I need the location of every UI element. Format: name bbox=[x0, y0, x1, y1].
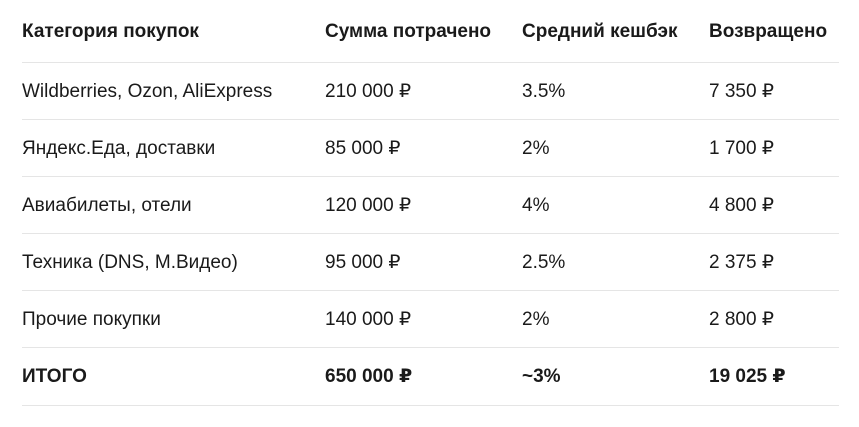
table-row: Техника (DNS, М.Видео) 95 000 ₽ 2.5% 2 3… bbox=[22, 234, 839, 291]
table-row: Авиабилеты, отели 120 000 ₽ 4% 4 800 ₽ bbox=[22, 177, 839, 234]
column-header-cashback: Средний кешбэк bbox=[522, 20, 678, 42]
cashback-cell: 4% bbox=[522, 194, 550, 216]
column-header-returned: Возвращено bbox=[709, 20, 828, 42]
returned-cell: 2 375 ₽ bbox=[709, 251, 774, 273]
total-returned: 19 025 ₽ bbox=[709, 366, 786, 387]
cashback-cell: 2% bbox=[522, 308, 550, 330]
category-cell: Прочие покупки bbox=[22, 308, 161, 330]
cashback-cell: 3.5% bbox=[522, 80, 566, 102]
table-row: Wildberries, Ozon, AliExpress 210 000 ₽ … bbox=[22, 63, 839, 120]
cashback-cell: 2.5% bbox=[522, 251, 566, 273]
category-cell: Авиабилеты, отели bbox=[22, 194, 192, 216]
cashback-cell: 2% bbox=[522, 137, 550, 159]
column-header-spent: Сумма потрачено bbox=[325, 20, 492, 42]
spent-cell: 95 000 ₽ bbox=[325, 251, 401, 273]
table-row: Прочие покупки 140 000 ₽ 2% 2 800 ₽ bbox=[22, 291, 839, 348]
returned-cell: 1 700 ₽ bbox=[709, 137, 774, 159]
table-header-row: Категория покупок Сумма потрачено Средни… bbox=[22, 0, 839, 63]
total-cashback: ~3% bbox=[522, 366, 561, 387]
spent-cell: 120 000 ₽ bbox=[325, 194, 412, 216]
cashback-table: Категория покупок Сумма потрачено Средни… bbox=[22, 0, 839, 406]
spent-cell: 140 000 ₽ bbox=[325, 308, 412, 330]
spent-cell: 210 000 ₽ bbox=[325, 80, 412, 102]
category-cell: Яндекс.Еда, доставки bbox=[22, 137, 216, 159]
returned-cell: 2 800 ₽ bbox=[709, 308, 774, 330]
returned-cell: 4 800 ₽ bbox=[709, 194, 774, 216]
table-total-row: ИТОГО 650 000 ₽ ~3% 19 025 ₽ bbox=[22, 348, 839, 406]
category-cell: Wildberries, Ozon, AliExpress bbox=[22, 80, 273, 102]
returned-cell: 7 350 ₽ bbox=[709, 80, 774, 102]
column-header-category: Категория покупок bbox=[22, 20, 199, 42]
total-spent: 650 000 ₽ bbox=[325, 366, 413, 387]
spent-cell: 85 000 ₽ bbox=[325, 137, 401, 159]
category-cell: Техника (DNS, М.Видео) bbox=[22, 251, 238, 273]
total-label: ИТОГО bbox=[22, 366, 87, 387]
table-row: Яндекс.Еда, доставки 85 000 ₽ 2% 1 700 ₽ bbox=[22, 120, 839, 177]
